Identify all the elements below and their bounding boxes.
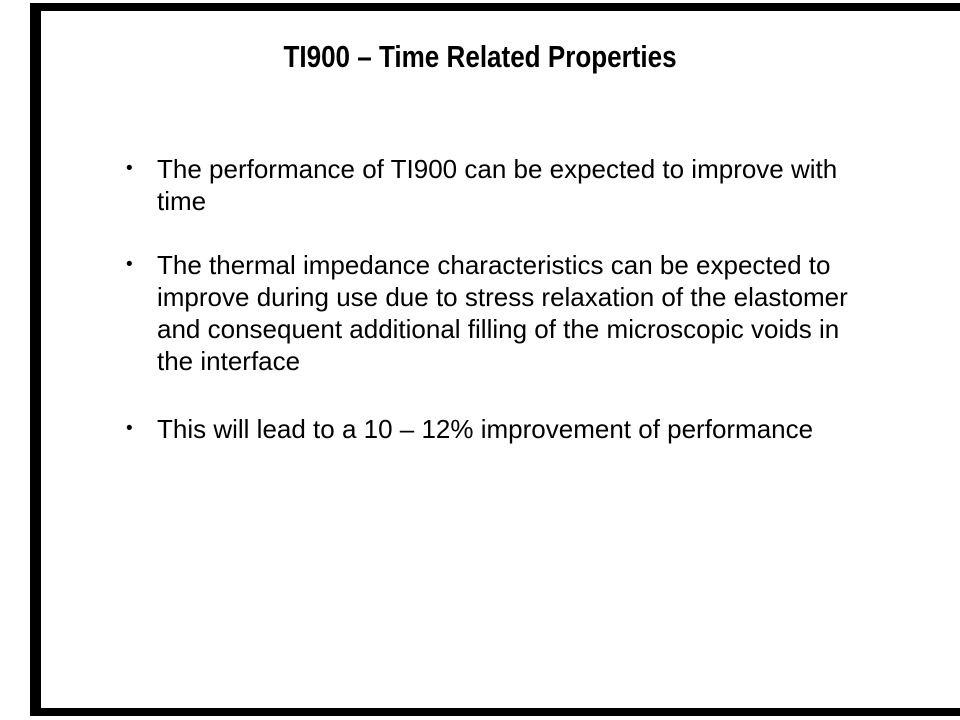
page-title: TI900 – Time Related Properties xyxy=(0,37,960,77)
page-title-text: TI900 – Time Related Properties xyxy=(283,39,677,74)
bullet-marker: • xyxy=(126,158,133,179)
bullet-list: • The performance of TI900 can be expect… xyxy=(126,153,906,445)
bullet-marker: • xyxy=(126,254,133,275)
bullet-2-line-1: The thermal impedance characteristics ca… xyxy=(157,250,831,280)
bullet-item-3: • This will lead to a 10 – 12% improveme… xyxy=(126,413,906,445)
bullet-item-1: • The performance of TI900 can be expect… xyxy=(126,153,906,217)
bullet-marker: • xyxy=(126,418,133,439)
bullet-2-line-3: and consequent additional filling of the… xyxy=(157,314,840,344)
bullet-1-line-2: time xyxy=(157,186,207,216)
bullet-item-2: • The thermal impedance characteristics … xyxy=(126,249,906,377)
bullet-1-line-1: The performance of TI900 can be expected… xyxy=(157,154,838,184)
bullet-3-line-1: This will lead to a 10 – 12% improvement… xyxy=(157,414,814,444)
bullet-2-line-2: improve during use due to stress relaxat… xyxy=(157,282,848,312)
bullet-2-line-4: the interface xyxy=(157,346,301,376)
